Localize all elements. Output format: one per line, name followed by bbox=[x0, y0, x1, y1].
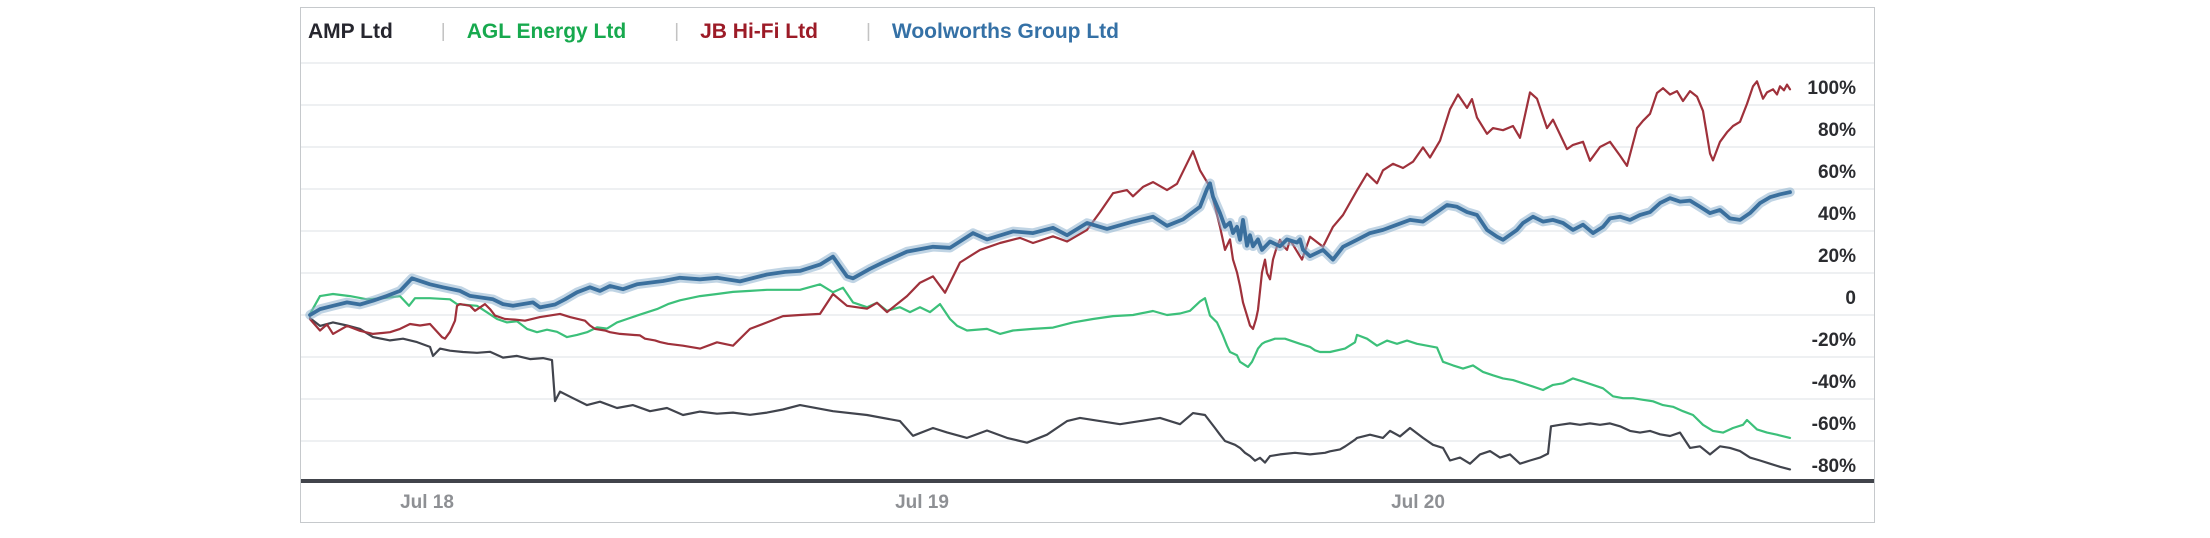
legend-separator: | bbox=[440, 21, 446, 42]
x-axis-label: Jul 19 bbox=[895, 492, 949, 513]
y-axis-label: 80% bbox=[1817, 120, 1856, 141]
plot-svg bbox=[301, 62, 1874, 483]
chart-legend: AMP Ltd | AGL Energy Ltd | JB Hi-Fi Ltd … bbox=[308, 20, 1119, 44]
legend-item-agl[interactable]: AGL Energy Ltd bbox=[466, 20, 627, 43]
series-line-amp-ltd bbox=[308, 317, 1792, 471]
legend-separator: | bbox=[674, 21, 680, 42]
legend-item-amp[interactable]: AMP Ltd bbox=[308, 20, 393, 43]
y-axis-label: 60% bbox=[1817, 162, 1856, 183]
x-axis-label: Jul 20 bbox=[1391, 492, 1445, 513]
y-axis-label: -20% bbox=[1811, 330, 1856, 351]
y-axis-label: -80% bbox=[1811, 456, 1856, 477]
legend-separator: | bbox=[865, 21, 871, 42]
series-line-woolworths-group-ltd bbox=[305, 178, 1795, 320]
y-axis-label: 40% bbox=[1817, 204, 1856, 225]
x-axis-label: Jul 18 bbox=[400, 492, 454, 513]
series-line-jb-hi-fi-ltd bbox=[308, 80, 1792, 350]
y-axis-label: -40% bbox=[1811, 372, 1856, 393]
series-line-woolworths-group-ltd bbox=[308, 181, 1792, 317]
legend-item-woolworths[interactable]: Woolworths Group Ltd bbox=[891, 20, 1119, 43]
legend-item-jbhifi[interactable]: JB Hi-Fi Ltd bbox=[700, 20, 818, 43]
y-axis-label: 100% bbox=[1807, 78, 1856, 99]
y-axis-label: 0 bbox=[1845, 288, 1856, 309]
series-line-agl-energy-ltd bbox=[308, 283, 1792, 439]
y-axis-label: -60% bbox=[1811, 414, 1856, 435]
y-axis-label: 20% bbox=[1817, 246, 1856, 267]
chart-card: AMP Ltd | AGL Energy Ltd | JB Hi-Fi Ltd … bbox=[300, 7, 1875, 523]
